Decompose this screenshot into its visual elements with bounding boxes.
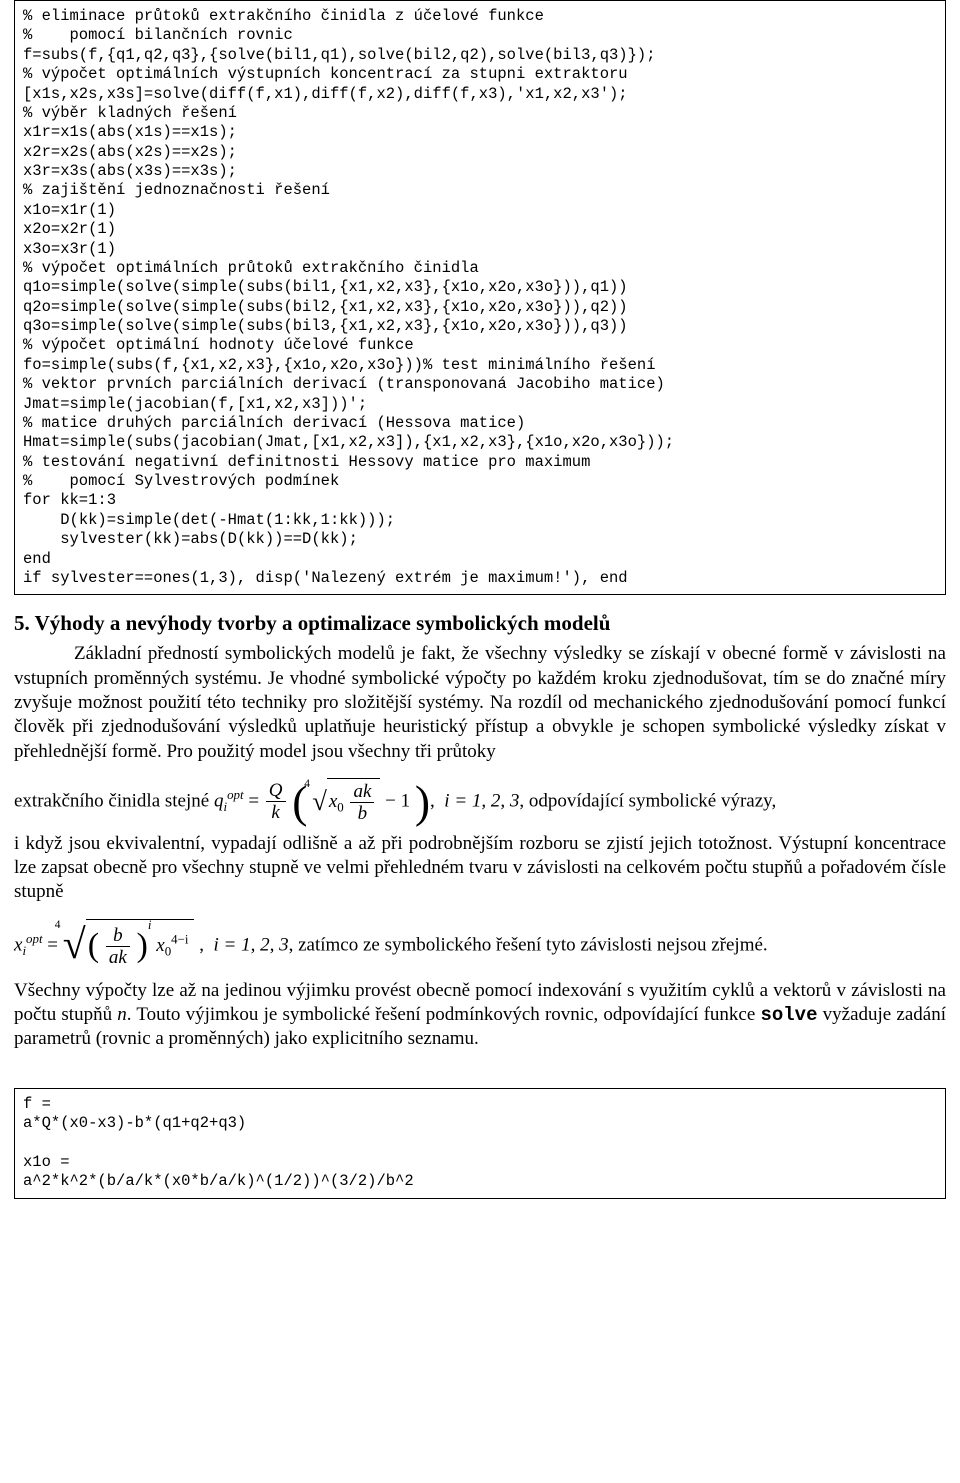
num-b: b: [113, 925, 123, 946]
i-eq-123-a: i = 1, 2, 3: [444, 790, 519, 811]
sup-opt2: opt: [26, 931, 43, 946]
pow-4mi: 4−i: [171, 931, 188, 946]
root-degree-4b: 4: [55, 917, 61, 934]
formula-x-opt: xiopt = 4 √ ( bak )i x04−i: [14, 919, 194, 973]
i-eq-123-b: i = 1, 2, 3: [213, 934, 288, 955]
solve-func: solve: [760, 1004, 817, 1026]
para5b: . Touto výjimkou je symbolické řešení po…: [127, 1004, 761, 1025]
code-block-1: % eliminace průtoků extrakčního činidla …: [14, 0, 946, 595]
para2-start: extrakčního činidla stejné: [14, 790, 214, 811]
den-k: k: [271, 802, 279, 823]
paragraph-1: Základní předností symbolických modelů j…: [0, 642, 960, 764]
root-degree-4: 4: [304, 776, 310, 793]
num-ak: ak: [353, 781, 371, 802]
rad-x0: 0: [337, 799, 343, 814]
rad-x2: x: [156, 935, 164, 956]
formula-line-2: xiopt = 4 √ ( bak )i x04−i , i = 1, 2, 3…: [0, 913, 960, 979]
num-Q: Q: [269, 780, 283, 801]
formula-line-1: extrakčního činidla stejné qiopt = Qk ( …: [0, 772, 960, 832]
minus-one: − 1: [385, 790, 410, 811]
paragraph-5: Všechny výpočty lze až na jedinou výjimk…: [0, 979, 960, 1052]
var-n: n: [117, 1004, 127, 1025]
pow-i: i: [148, 917, 152, 932]
sup-opt: opt: [227, 787, 244, 802]
rad-x: x: [329, 791, 337, 812]
den-ak: ak: [109, 947, 127, 968]
para4-end: , zatímco ze symbolického řešení tyto zá…: [289, 934, 768, 955]
para2-end: , odpovídající symbolické výrazy,: [519, 790, 776, 811]
paragraph-3: i když jsou ekvivalentní, vypadají odliš…: [0, 832, 960, 905]
den-b: b: [358, 803, 368, 824]
formula-q-opt: qiopt = Qk ( 4 √ x0 akb − 1 ): [214, 778, 430, 826]
section-heading: 5. Výhody a nevýhody tvorby a optimaliza…: [0, 611, 960, 636]
code-block-2: f = a*Q*(x0-x3)-b*(q1+q2+q3) x1o = a^2*k…: [14, 1088, 946, 1199]
